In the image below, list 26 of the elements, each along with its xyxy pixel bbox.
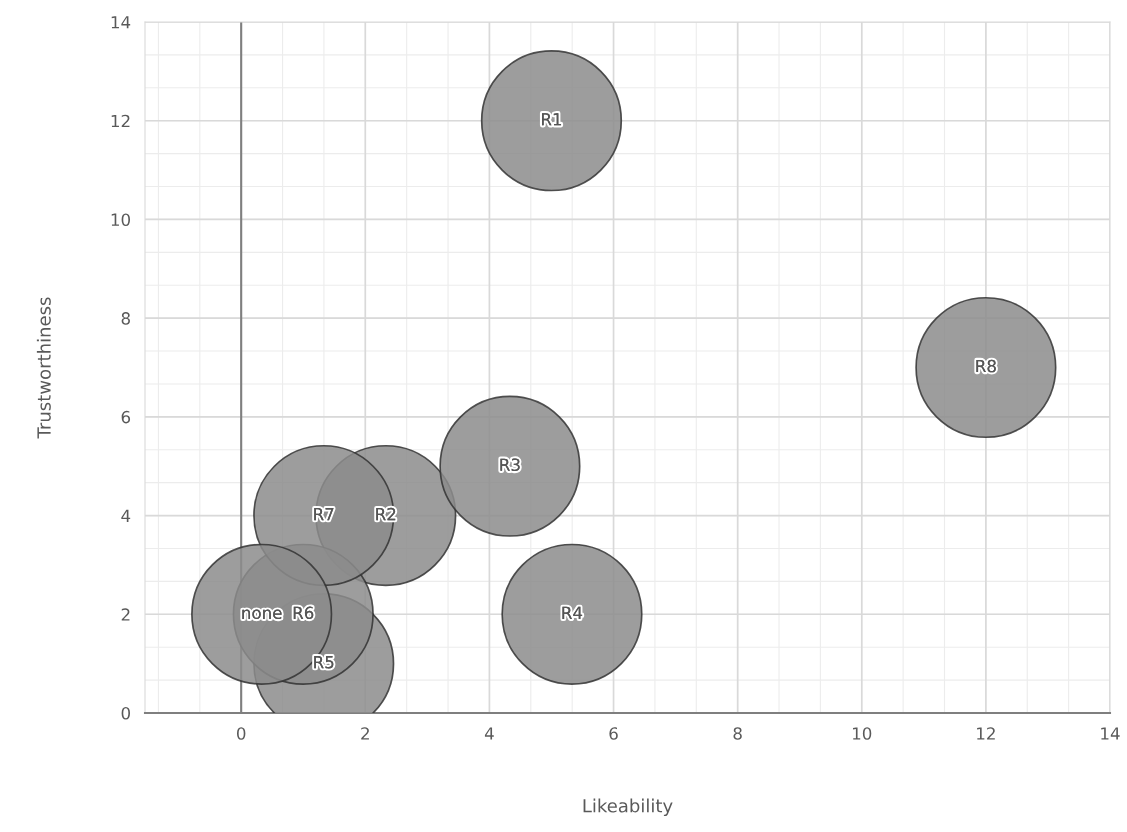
data-label: R8	[976, 359, 996, 373]
y-tick-label: 14	[111, 16, 131, 29]
data-label: R5	[314, 656, 334, 669]
data-label: none	[242, 609, 282, 620]
y-tick-label: 4	[121, 509, 131, 522]
data-label: R4	[562, 606, 583, 619]
x-tick-label: 14	[1101, 727, 1120, 740]
x-tick-label: 8	[733, 727, 742, 740]
x-tick-label: 4	[484, 727, 494, 740]
y-axis-title: Trustworthiness	[36, 297, 51, 439]
data-label: R1	[542, 113, 562, 126]
x-tick-label: 2	[361, 727, 369, 740]
x-tick-label: 6	[609, 727, 618, 740]
y-tick-label: 10	[111, 213, 130, 226]
x-tick-label: 0	[236, 727, 246, 740]
y-tick-label: 0	[121, 706, 130, 720]
x-axis-title: Likeability	[583, 798, 673, 817]
y-tick-label: 6	[121, 410, 131, 424]
data-label: R6	[293, 606, 314, 620]
y-tick-label: 8	[121, 312, 130, 325]
data-label: R3	[500, 458, 520, 472]
data-label: R7	[314, 508, 334, 521]
x-tick-label: 10	[853, 727, 872, 740]
y-tick-label: 2	[121, 608, 130, 621]
x-tick-label: 12	[977, 727, 995, 740]
y-tick-label: 12	[111, 114, 130, 128]
